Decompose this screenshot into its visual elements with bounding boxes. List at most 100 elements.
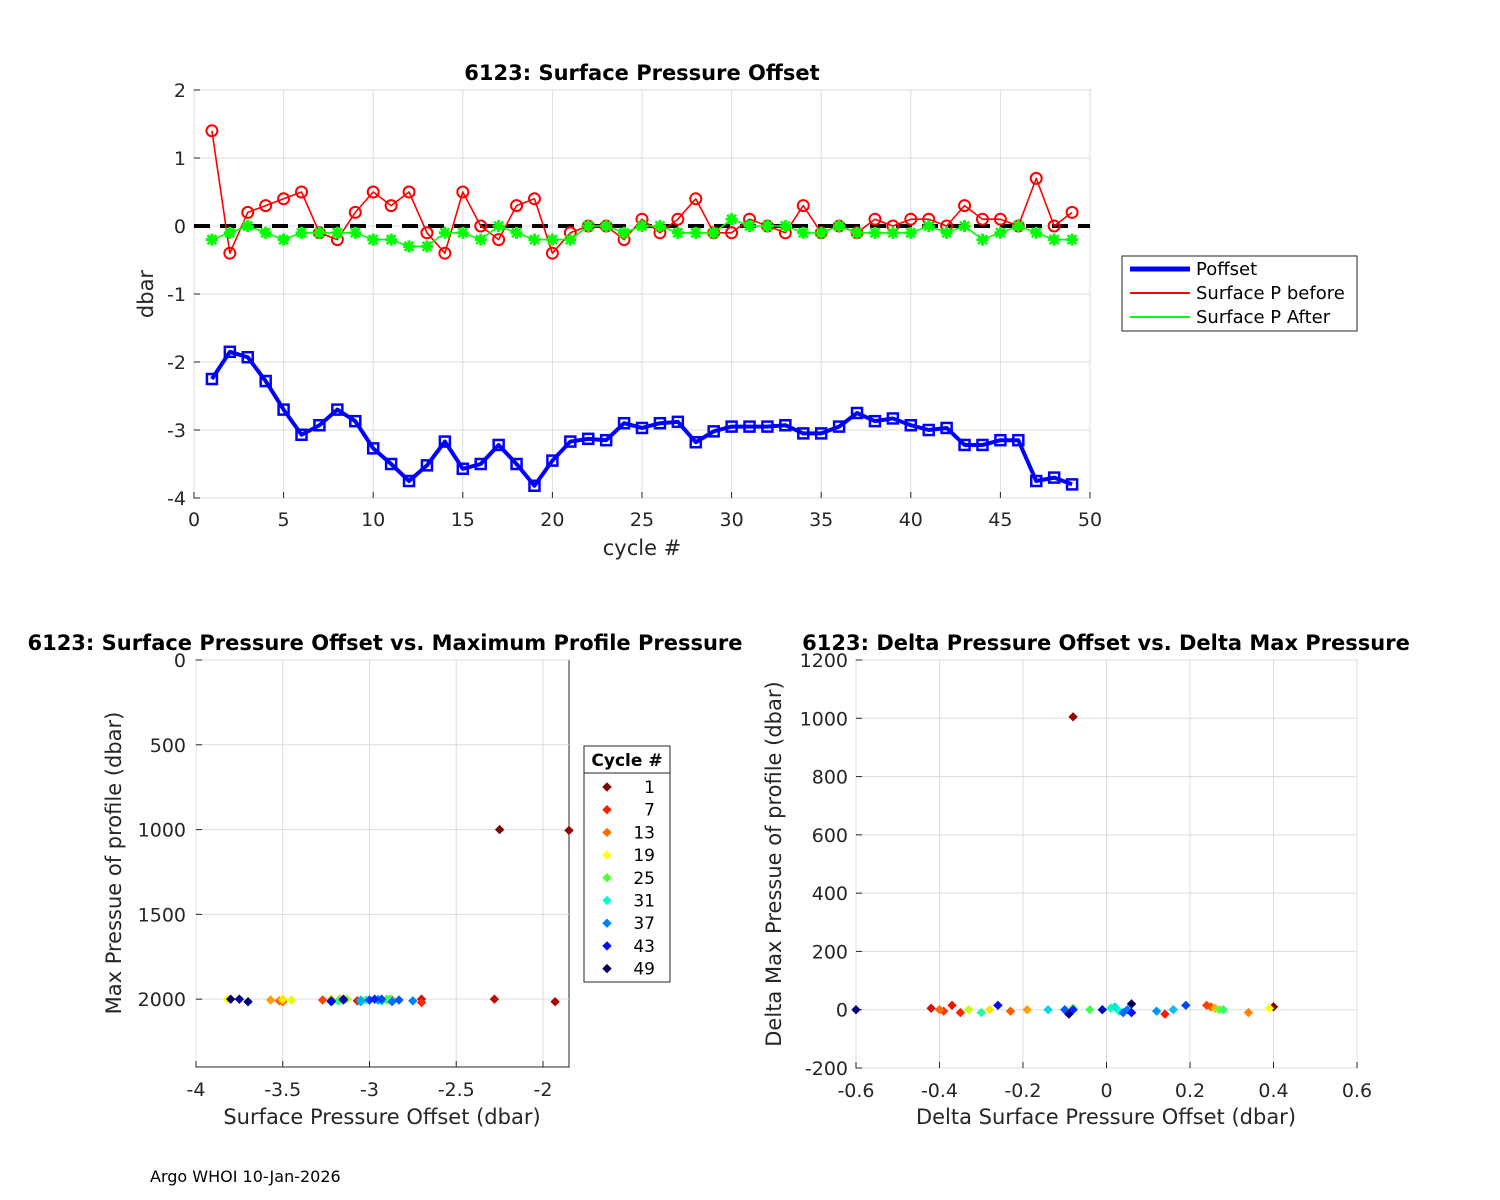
marker-stroke xyxy=(206,234,218,245)
marker-stroke xyxy=(529,234,540,245)
data-point xyxy=(725,213,738,226)
data-point xyxy=(394,995,404,1005)
data-point xyxy=(940,421,953,435)
marker-stroke xyxy=(242,220,254,232)
data-point xyxy=(940,226,953,239)
x-tick-label: 0 xyxy=(1100,1080,1112,1102)
marker-stroke xyxy=(1048,234,1060,245)
data-point xyxy=(564,233,577,246)
y-tick-label: -200 xyxy=(805,1058,848,1080)
data-point xyxy=(492,438,505,452)
data-point xyxy=(223,246,237,260)
data-point xyxy=(926,1003,936,1013)
legend-swatch xyxy=(602,895,612,906)
marker-stroke xyxy=(690,227,702,239)
data-point xyxy=(1126,999,1137,1009)
series-line xyxy=(210,349,1073,488)
data-point xyxy=(1022,1005,1032,1015)
data-point xyxy=(886,412,900,425)
marker-stroke xyxy=(349,227,361,239)
marker-stroke xyxy=(547,234,558,245)
data-point xyxy=(1012,220,1025,232)
data-point xyxy=(671,226,684,239)
data-point xyxy=(743,220,756,232)
data-point xyxy=(1012,433,1025,447)
legend-title: Cycle # xyxy=(591,751,662,771)
data-point xyxy=(1030,226,1043,239)
footer-credit: Argo WHOI 10-Jan-2026 xyxy=(150,1167,341,1186)
y-axis-label: dbar xyxy=(134,270,158,319)
data-point xyxy=(438,435,452,448)
series-line xyxy=(211,130,1073,254)
data-point xyxy=(947,1000,957,1011)
marker-stroke xyxy=(1066,234,1078,245)
data-point xyxy=(868,212,882,226)
series-legend: Poffset Surface P before Surface P After xyxy=(1121,255,1358,332)
data-point xyxy=(317,995,328,1005)
data-point xyxy=(241,205,255,219)
data-point xyxy=(993,1000,1003,1011)
data-point xyxy=(904,418,918,432)
data-point xyxy=(976,1007,986,1018)
series-poffset xyxy=(205,345,1079,493)
data-point xyxy=(851,1005,861,1015)
data-point xyxy=(653,220,666,232)
data-point xyxy=(331,403,344,416)
data-point xyxy=(295,226,308,239)
data-point xyxy=(994,433,1007,447)
data-point xyxy=(241,220,254,232)
data-point xyxy=(993,212,1007,226)
data-point xyxy=(259,199,273,213)
y-tick-label: 0 xyxy=(174,650,186,672)
offset-vs-maxpressure-axes: -4 -3.5 -3 -2.5 -2 0 500 1000 1500 2000 6123: Sur… xyxy=(27,631,742,1129)
data-point xyxy=(510,199,524,213)
legend-label: Surface P before xyxy=(1196,283,1345,304)
data-point xyxy=(976,438,989,452)
legend-label: 31 xyxy=(633,892,655,912)
marker-stroke xyxy=(959,220,970,232)
marker-stroke xyxy=(1012,220,1024,232)
marker-stroke xyxy=(331,227,343,239)
marker-stroke xyxy=(815,227,827,239)
data-point xyxy=(366,442,380,455)
data-point xyxy=(546,454,559,467)
marker-stroke xyxy=(708,227,720,239)
data-point xyxy=(1168,1005,1179,1015)
x-tick-label: 45 xyxy=(988,509,1012,531)
data-point xyxy=(868,414,882,428)
x-tick-label: -3 xyxy=(360,1079,379,1101)
data-point xyxy=(1064,1009,1074,1019)
series-surface-p-after xyxy=(205,213,1079,253)
data-point xyxy=(1047,471,1061,484)
data-point xyxy=(550,997,560,1007)
data-point xyxy=(635,421,649,435)
data-point xyxy=(671,212,685,226)
marker-stroke xyxy=(403,241,415,252)
x-tick-label: 0.6 xyxy=(1342,1080,1372,1102)
data-point xyxy=(1029,474,1043,488)
data-point xyxy=(653,416,667,430)
data-point xyxy=(223,345,237,359)
x-axis-label: Surface Pressure Offset (dbar) xyxy=(223,1105,540,1129)
data-point xyxy=(1085,1005,1095,1015)
marker-stroke xyxy=(887,227,899,239)
data-point xyxy=(964,1005,974,1015)
data-point xyxy=(295,185,309,199)
data-point xyxy=(545,246,559,260)
y-axis-label: Delta Max Pressue of profile (dbar) xyxy=(762,681,786,1046)
data-point xyxy=(797,226,810,239)
x-tick-label: -0.6 xyxy=(837,1080,874,1102)
data-point xyxy=(868,226,881,239)
data-point xyxy=(277,233,290,246)
data-point xyxy=(376,994,387,1004)
data-point xyxy=(958,199,972,213)
x-tick-label: 25 xyxy=(630,509,654,531)
x-tick-label: -0.4 xyxy=(921,1080,958,1102)
legend-label: 43 xyxy=(633,937,655,957)
marker-stroke xyxy=(367,234,379,245)
marker-stroke xyxy=(905,227,917,239)
marker-stroke xyxy=(493,220,505,232)
data-point xyxy=(636,220,648,232)
marker-stroke xyxy=(564,234,576,245)
data-point xyxy=(295,428,308,442)
